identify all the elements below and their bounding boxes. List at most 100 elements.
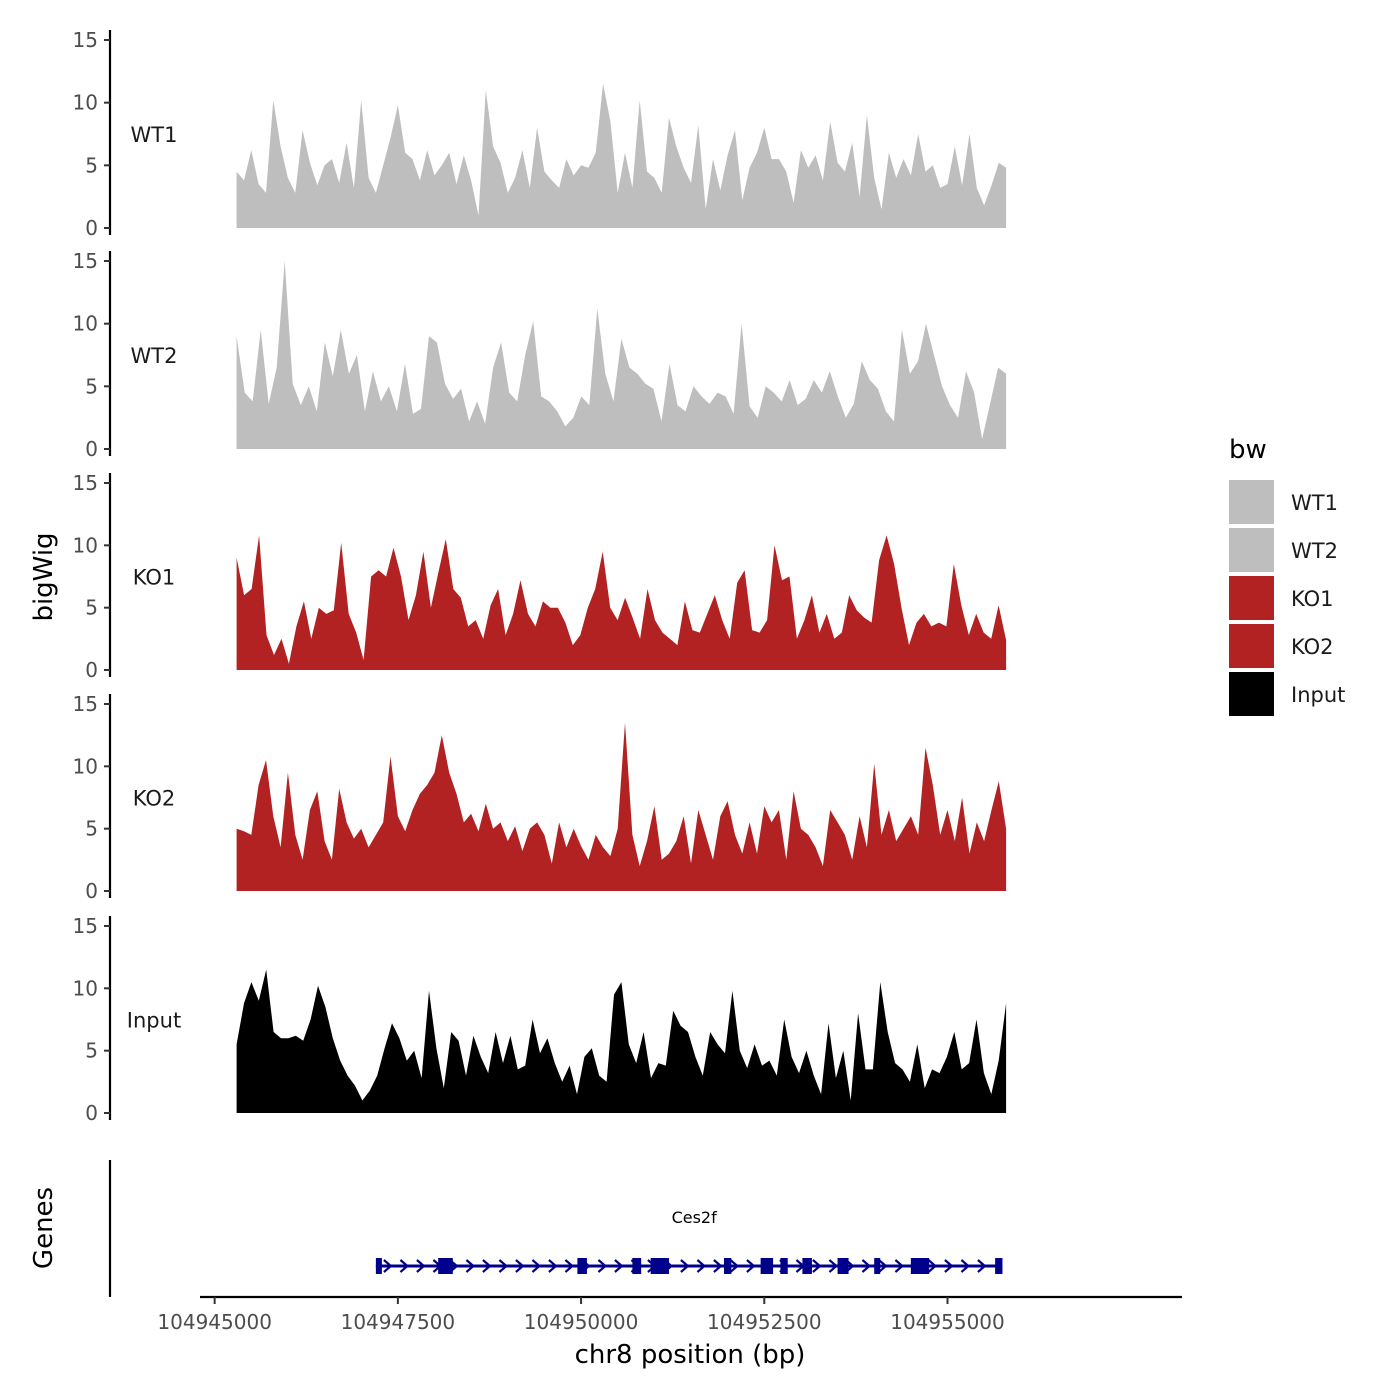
legend-key-wt1 (1229, 480, 1274, 524)
strand-chevron (680, 1259, 690, 1273)
area-wt1 (236, 83, 1007, 229)
y-tick-label-ko2-10: 10 (73, 754, 98, 778)
tracks-panel: 0 5 10 15 WT1 0 5 10 15 WT2 0 5 10 15 KO1 0 5 10 15 KO2 0 5 10… (73, 28, 1007, 1125)
strand-chevron (696, 1259, 707, 1273)
gene-exon (780, 1258, 788, 1274)
gene-exon (577, 1258, 587, 1274)
gene-exon (650, 1258, 670, 1274)
strand-chevron (614, 1259, 624, 1273)
gene-name-label: Ces2f (672, 1208, 718, 1227)
y-tick-label-input-0: 0 (85, 1101, 98, 1125)
legend-key-wt2 (1229, 528, 1274, 572)
area-wt2 (236, 261, 1007, 449)
genes-axis-title: Genes (29, 1187, 59, 1269)
area-ko2 (236, 722, 1007, 891)
x-axis: 104945000 104947500 104950000 104952500 1049… (157, 1295, 1182, 1334)
y-tick-label-input-15: 15 (73, 914, 98, 938)
legend-label-wt2: WT2 (1291, 539, 1338, 563)
gene-exon (438, 1258, 453, 1274)
strand-chevron (977, 1259, 987, 1273)
track-ko1: 0 5 10 15 KO1 (73, 471, 1007, 682)
legend-label-ko1: KO1 (1291, 587, 1334, 611)
strand-chevron (498, 1259, 509, 1273)
legend-label-wt1: WT1 (1291, 491, 1338, 515)
strand-chevron (861, 1259, 872, 1273)
x-tick-label: 104947500 (341, 1310, 456, 1334)
track-input: 0 5 10 15 Input (73, 914, 1007, 1125)
legend-label-input: Input (1291, 683, 1345, 707)
y-tick-label-ko2-15: 15 (73, 692, 98, 716)
y-tick-label-ko1-5: 5 (85, 596, 98, 620)
gene-exon (995, 1258, 1003, 1274)
gene-exon (632, 1258, 642, 1274)
area-ko1 (236, 535, 1007, 670)
y-tick-label-wt1-10: 10 (73, 91, 98, 115)
track-label-ko2: KO2 (133, 787, 176, 811)
gene-exon (802, 1258, 812, 1274)
gene-exon (723, 1258, 732, 1274)
legend: bw WT1 WT2 KO1 KO2 Input (1229, 435, 1345, 716)
x-axis-title: chr8 position (bp) (575, 1340, 806, 1370)
track-label-wt1: WT1 (131, 123, 178, 147)
y-tick-label-wt2-10: 10 (73, 312, 98, 336)
strand-chevron (416, 1259, 426, 1273)
strand-chevron (399, 1259, 410, 1273)
strand-chevron (729, 1259, 740, 1273)
strand-chevron (564, 1259, 575, 1273)
strand-chevron (713, 1259, 723, 1273)
genes-panel: Ces2f (108, 1160, 1003, 1297)
y-tick-label-ko1-0: 0 (85, 658, 98, 682)
strand-chevron (383, 1259, 393, 1273)
strand-chevron (927, 1259, 938, 1273)
strand-chevron (465, 1259, 476, 1273)
track-ko2: 0 5 10 15 KO2 (73, 692, 1007, 903)
x-tick-label: 104945000 (157, 1310, 272, 1334)
x-tick-label: 104955000 (890, 1310, 1005, 1334)
strand-chevron (746, 1259, 756, 1273)
x-tick-label: 104952500 (707, 1310, 822, 1334)
y-tick-label-ko1-15: 15 (73, 471, 98, 495)
gene-exon (375, 1258, 382, 1274)
y-tick-label-ko2-0: 0 (85, 879, 98, 903)
strand-chevron (894, 1259, 905, 1273)
strand-chevron (482, 1259, 492, 1273)
y-tick-label-input-5: 5 (85, 1039, 98, 1063)
y-tick-label-ko2-5: 5 (85, 817, 98, 841)
strand-chevron (944, 1259, 954, 1273)
gene-exon (910, 1258, 930, 1274)
y-tick-label-wt1-0: 0 (85, 216, 98, 240)
legend-key-ko1 (1229, 576, 1274, 620)
track-label-input: Input (127, 1009, 181, 1033)
x-tick-label: 104950000 (524, 1310, 639, 1334)
gene-exon (837, 1258, 849, 1274)
y-tick-label-wt2-0: 0 (85, 437, 98, 461)
strand-chevron (878, 1259, 888, 1273)
strand-chevron (960, 1259, 971, 1273)
gene-exon (874, 1258, 881, 1274)
strand-chevron (597, 1259, 608, 1273)
y-tick-label-input-10: 10 (73, 976, 98, 1000)
strand-chevron (531, 1259, 542, 1273)
legend-title: bw (1229, 435, 1267, 465)
track-label-ko1: KO1 (133, 566, 176, 590)
track-label-wt2: WT2 (131, 344, 178, 368)
track-wt1: 0 5 10 15 WT1 (73, 28, 1007, 240)
y-tick-label-ko1-10: 10 (73, 533, 98, 557)
gene-exon (760, 1258, 774, 1274)
legend-label-ko2: KO2 (1291, 635, 1334, 659)
y-tick-label-wt2-15: 15 (73, 249, 98, 273)
strand-chevron (548, 1259, 558, 1273)
y-tick-label-wt2-5: 5 (85, 374, 98, 398)
y-axis-title: bigWig (29, 532, 59, 621)
legend-key-ko2 (1229, 624, 1274, 668)
strand-chevron (812, 1259, 822, 1273)
y-tick-label-wt1-5: 5 (85, 153, 98, 177)
y-tick-label-wt1-15: 15 (73, 28, 98, 52)
track-wt2: 0 5 10 15 WT2 (73, 249, 1007, 461)
strand-chevron (828, 1259, 839, 1273)
strand-chevron (515, 1259, 525, 1273)
legend-key-input (1229, 672, 1274, 716)
area-input (236, 969, 1007, 1113)
